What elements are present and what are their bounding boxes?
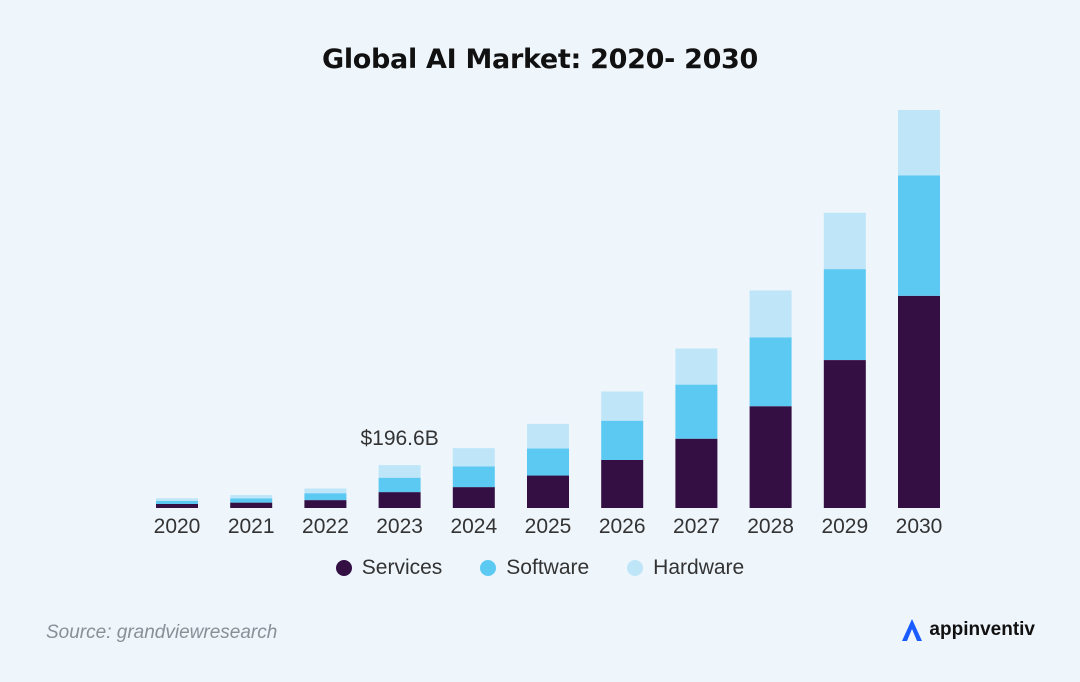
appinventiv-logo-icon <box>902 619 923 641</box>
bar-services-2029 <box>823 360 866 508</box>
bar-software-2026 <box>601 420 644 460</box>
x-tick-labels: 2020 2021 2022 2023 2024 2025 2026 2027 2028 2029… <box>154 515 943 538</box>
legend-item-services: Services <box>335 556 443 580</box>
x-tick-label-2027: 2027 <box>673 515 720 538</box>
bar-software-2030 <box>898 175 940 296</box>
x-tick-label-2029: 2029 <box>821 515 868 538</box>
bar-software-2023 <box>378 477 421 493</box>
bar-software-2021 <box>230 498 273 503</box>
bar-software-2020 <box>156 500 198 504</box>
bar-hardware-2021 <box>230 495 273 499</box>
x-tick-label-2024: 2024 <box>450 515 497 538</box>
bar-software-2028 <box>749 337 792 407</box>
bar-services-2022 <box>304 500 347 508</box>
bar-services-2027 <box>675 438 718 508</box>
x-tick-label-2022: 2022 <box>302 515 349 538</box>
x-tick-label-2028: 2028 <box>747 515 794 538</box>
bar-hardware-2020 <box>156 498 198 501</box>
brand-name: appinventiv <box>929 619 1035 640</box>
x-tick-label-2021: 2021 <box>228 515 275 538</box>
bar-services-2026 <box>601 460 644 508</box>
bar-services-2023 <box>378 492 421 508</box>
bar-hardware-2030 <box>898 110 940 176</box>
legend-label-software: Software <box>506 556 590 579</box>
bar-hardware-2027 <box>675 348 718 385</box>
legend-label-hardware: Hardware <box>653 556 745 579</box>
bar-hardware-2028 <box>749 290 792 338</box>
bar-services-2030 <box>898 295 940 508</box>
legend-swatch-hardware <box>627 560 644 576</box>
bar-hardware-2029 <box>823 212 866 270</box>
bar-hardware-2026 <box>601 391 644 421</box>
source-note: Source: grandviewresearch <box>46 622 278 643</box>
legend-item-software: Software <box>480 556 589 580</box>
x-tick-label-2030: 2030 <box>896 515 943 538</box>
bar-services-2024 <box>452 487 495 508</box>
brand-logo: appinventiv <box>901 618 1035 642</box>
x-tick-label-2025: 2025 <box>525 515 572 538</box>
bar-services-2020 <box>156 504 198 508</box>
bar-software-2022 <box>304 493 347 501</box>
bar-services-2021 <box>230 502 273 508</box>
bar-software-2029 <box>823 269 866 360</box>
data-label-2023: $196.6B <box>360 427 438 450</box>
chart-title: Global AI Market: 2020- 2030 <box>321 44 759 75</box>
legend: Services Software Hardware <box>0 556 1080 580</box>
x-tick-label-2026: 2026 <box>599 515 646 538</box>
legend-item-hardware: Hardware <box>627 556 744 580</box>
legend-swatch-software <box>480 560 497 576</box>
x-tick-label-2023: 2023 <box>376 515 423 538</box>
bar-software-2024 <box>452 466 495 488</box>
x-tick-label-2020: 2020 <box>154 515 201 538</box>
bar-hardware-2022 <box>304 488 347 494</box>
bar-services-2025 <box>527 475 569 508</box>
legend-swatch-services <box>335 560 352 576</box>
annotations-group: $196.6B <box>360 427 438 450</box>
legend-label-services: Services <box>361 556 443 579</box>
bar-hardware-2025 <box>527 423 569 449</box>
bars-group <box>156 110 940 508</box>
bar-software-2025 <box>527 448 569 476</box>
bar-hardware-2024 <box>452 448 495 467</box>
bar-services-2028 <box>749 406 792 508</box>
bar-hardware-2023 <box>378 465 421 478</box>
bar-software-2027 <box>675 384 718 439</box>
